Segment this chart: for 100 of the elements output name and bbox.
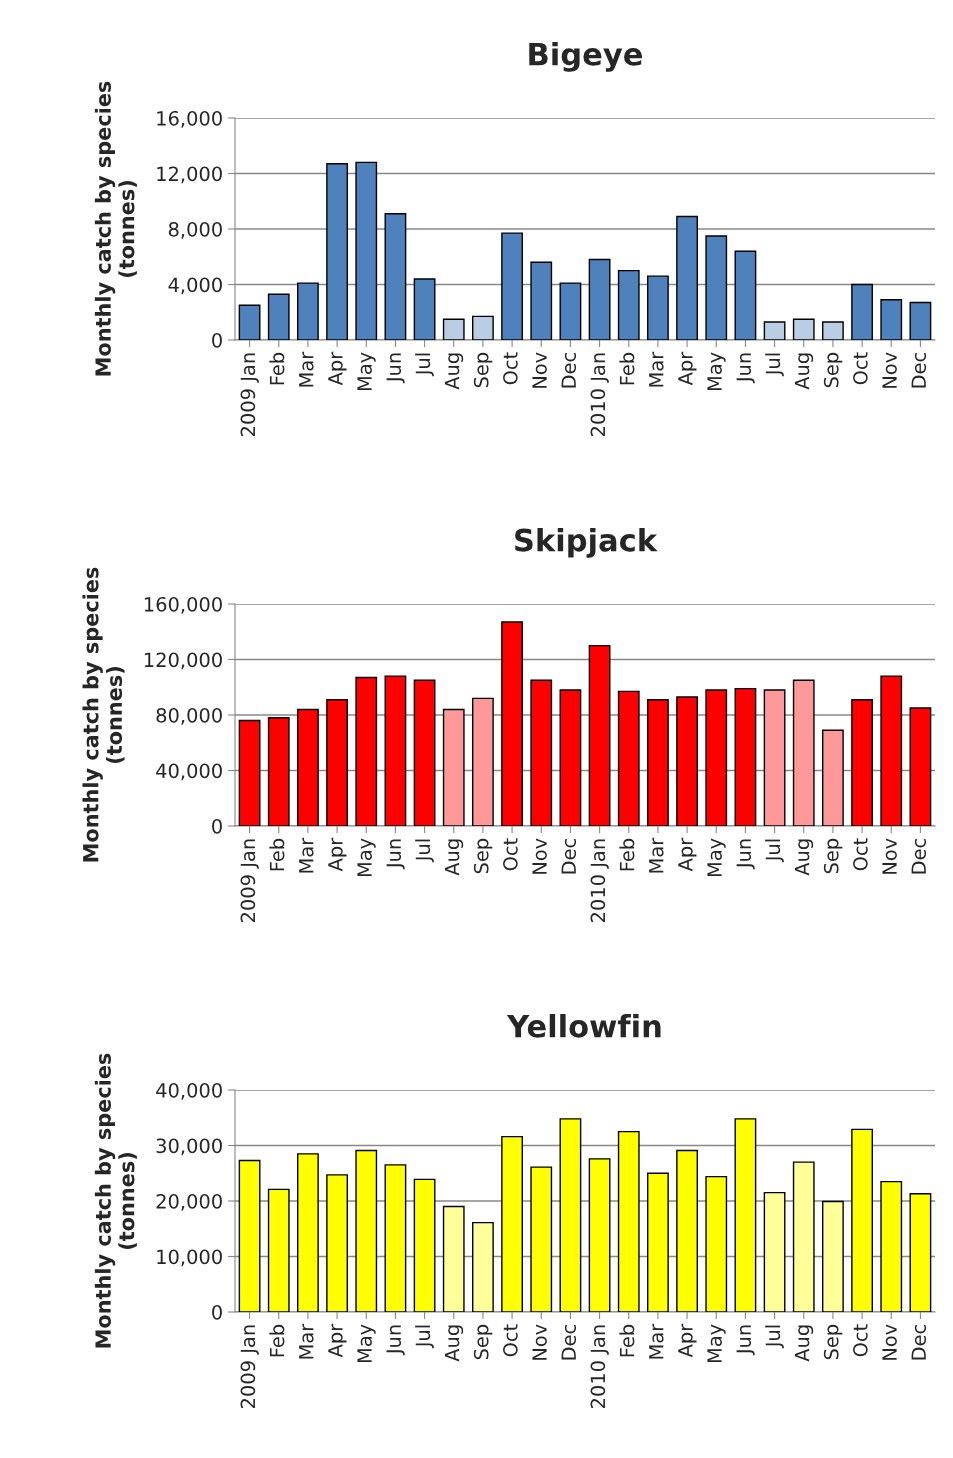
y-tick-label: 0 xyxy=(212,818,222,834)
y-tick-label: 8,000 xyxy=(168,221,222,239)
y-tick-label: 12,000 xyxy=(157,166,222,184)
bar xyxy=(822,321,844,340)
x-tick-label: Oct xyxy=(853,352,868,385)
bar xyxy=(705,689,728,826)
chart-title: Skipjack xyxy=(515,528,658,558)
x-tick-label: Jul xyxy=(765,1325,784,1349)
x-tick-label: Nov xyxy=(882,352,897,388)
bar xyxy=(734,1118,757,1312)
x-tick-label: Aug xyxy=(444,839,464,876)
x-tick-label: Dec xyxy=(911,1325,927,1360)
x-tick-label: Apr xyxy=(678,837,697,872)
y-tick-label: 160,000 xyxy=(144,596,222,614)
x-tick-label: Mar xyxy=(649,351,664,387)
y-tick-label: 40,000 xyxy=(156,763,222,781)
bar xyxy=(763,1191,786,1312)
bar xyxy=(880,675,903,826)
bar xyxy=(676,696,698,826)
x-tick-label: May xyxy=(357,1324,376,1363)
bar xyxy=(355,676,378,826)
bar xyxy=(326,163,348,340)
x-tick-label: Feb xyxy=(269,838,285,871)
bar xyxy=(909,301,932,340)
bar xyxy=(442,318,465,340)
x-tick-label: Apr xyxy=(328,1323,347,1358)
y-tick-label: 20,000 xyxy=(156,1193,222,1211)
x-tick-label: Aug xyxy=(794,839,814,876)
bar xyxy=(384,213,407,340)
bar xyxy=(297,1153,319,1312)
bar xyxy=(851,699,873,826)
bar xyxy=(822,729,844,826)
x-tick-label: Mar xyxy=(649,837,664,873)
y-tick-label: 0 xyxy=(212,1304,222,1320)
x-tick-label: Apr xyxy=(328,837,347,872)
x-tick-label: Nov xyxy=(532,838,547,874)
bar xyxy=(588,1158,611,1312)
bar xyxy=(734,250,757,340)
bar xyxy=(617,269,640,340)
bar xyxy=(676,1149,698,1312)
x-tick-label: Jun xyxy=(386,839,405,870)
x-tick-label: 2009 Jan xyxy=(240,1325,259,1409)
x-tick-label: Jul xyxy=(765,839,784,863)
bar xyxy=(384,675,407,826)
bar xyxy=(676,215,698,340)
x-tick-label: Sep xyxy=(823,1324,843,1360)
bar xyxy=(442,708,465,826)
x-tick-label: May xyxy=(707,838,726,877)
x-tick-label: Jul xyxy=(415,839,434,863)
x-tick-label: Nov xyxy=(882,838,897,874)
x-tick-label: Sep xyxy=(473,352,493,388)
bar xyxy=(297,708,319,826)
y-tick-label: 120,000 xyxy=(144,652,222,670)
bar xyxy=(501,1135,523,1312)
bar xyxy=(909,707,932,826)
x-tick-label: 2010 Jan xyxy=(590,353,609,437)
bar xyxy=(588,258,611,340)
x-tick-label: Aug xyxy=(444,1325,464,1362)
bar xyxy=(617,1130,640,1312)
bar xyxy=(267,293,290,340)
bar xyxy=(647,275,669,340)
x-tick-label: Dec xyxy=(911,353,927,388)
x-tick-label: May xyxy=(707,1324,726,1363)
x-tick-label: Oct xyxy=(853,838,868,871)
x-tick-label: Oct xyxy=(503,838,518,871)
bar xyxy=(472,315,494,340)
bar xyxy=(413,679,436,826)
x-tick-label: Sep xyxy=(473,1324,493,1360)
x-tick-label: Oct xyxy=(853,1324,868,1357)
bar xyxy=(705,1175,728,1312)
bar xyxy=(588,644,611,826)
x-tick-label: Sep xyxy=(823,838,843,874)
x-tick-label: Oct xyxy=(503,1324,518,1357)
x-tick-label: Apr xyxy=(678,1323,697,1358)
bar xyxy=(792,318,815,340)
x-tick-label: Aug xyxy=(794,353,814,390)
x-tick-label: Sep xyxy=(823,352,843,388)
bar xyxy=(238,1159,261,1312)
x-tick-label: Jun xyxy=(386,1325,405,1356)
x-tick-label: May xyxy=(707,352,726,391)
x-tick-label: Dec xyxy=(561,1325,577,1360)
bar xyxy=(326,1174,348,1312)
x-tick-label: Mar xyxy=(299,1323,314,1359)
bar xyxy=(880,1180,903,1312)
x-tick-label: Jul xyxy=(415,353,434,377)
x-tick-label: Aug xyxy=(794,1325,814,1362)
bar xyxy=(326,699,348,826)
x-tick-label: Feb xyxy=(269,1324,285,1357)
bar xyxy=(530,261,553,340)
bar xyxy=(297,282,319,340)
x-tick-label: Dec xyxy=(911,839,927,874)
bar xyxy=(472,697,494,826)
bar xyxy=(647,1172,669,1312)
bar xyxy=(355,1149,378,1312)
x-tick-label: 2009 Jan xyxy=(240,353,259,437)
x-tick-label: 2010 Jan xyxy=(590,1325,609,1409)
y-tick-label: 10,000 xyxy=(157,1249,222,1267)
bar xyxy=(763,689,786,826)
bar xyxy=(851,1128,873,1312)
x-tick-label: Jul xyxy=(415,1325,434,1349)
